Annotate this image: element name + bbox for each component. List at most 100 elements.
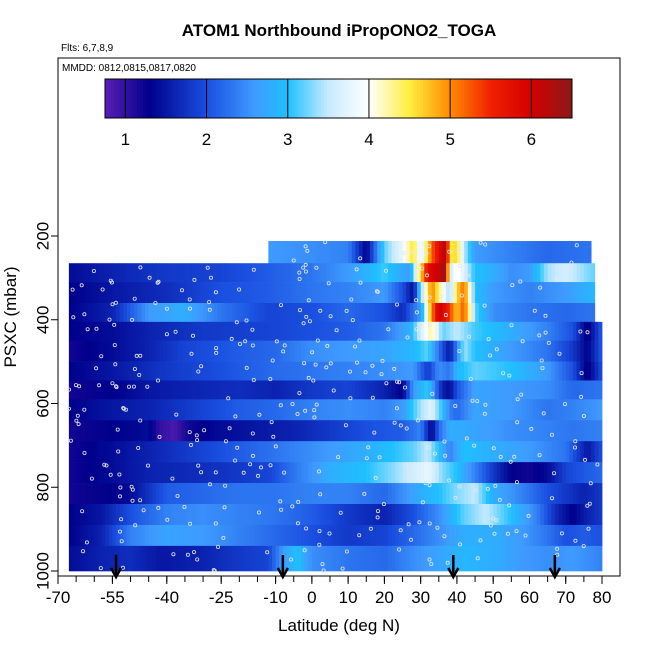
heatmap-cell (500, 380, 505, 400)
heatmap-cell (148, 321, 153, 341)
heatmap-cell (126, 340, 131, 362)
colorbar-swatch (134, 79, 138, 118)
heatmap-cell (431, 504, 436, 526)
heatmap-cell (79, 303, 84, 323)
heatmap-cell (87, 399, 92, 421)
heatmap-cell (525, 241, 530, 264)
heatmap-cell (340, 303, 345, 323)
heatmap-cell (300, 524, 306, 547)
heatmap-cell (261, 462, 266, 484)
observation-dot (482, 303, 487, 308)
heatmap-cell (388, 282, 393, 304)
heatmap-cell (152, 420, 157, 442)
heatmap-cell (116, 504, 121, 526)
heatmap-cell (351, 462, 356, 484)
observation-dot (114, 385, 119, 390)
heatmap-cell (268, 483, 273, 505)
heatmap-cell (79, 340, 84, 362)
observation-dot (383, 268, 388, 273)
heatmap-cell (344, 399, 349, 421)
heatmap-cell (166, 483, 171, 505)
heatmap-cell (467, 483, 472, 505)
heatmap-cell (68, 361, 73, 381)
heatmap-cell (337, 303, 342, 323)
heatmap-cell (83, 380, 88, 400)
observation-dot (443, 453, 448, 458)
colorbar-swatch (250, 79, 255, 118)
heatmap-cell (87, 504, 92, 526)
heatmap-cell (68, 462, 73, 484)
heatmap-cell (543, 483, 548, 505)
heatmap-cell (565, 441, 570, 463)
colorbar-swatch (516, 79, 520, 118)
heatmap-cell (326, 504, 331, 526)
heatmap-cell (155, 420, 160, 442)
colorbar-swatch (318, 79, 322, 118)
heatmap-cell (482, 420, 487, 442)
heatmap-cell (580, 462, 585, 484)
heatmap-cell (467, 545, 472, 572)
heatmap-cell (250, 420, 255, 442)
heatmap-cell (391, 545, 396, 572)
heatmap-cell (344, 504, 349, 526)
heatmap-cell (319, 361, 324, 381)
heatmap-cell (199, 504, 204, 526)
heatmap-cell (228, 504, 233, 526)
heatmap-cell (351, 321, 356, 341)
heatmap-cell (518, 462, 523, 484)
heatmap-cell (83, 483, 88, 505)
observation-dot (117, 472, 122, 477)
heatmap-cell (522, 340, 527, 362)
heatmap-cell (268, 399, 273, 421)
heatmap-cell (210, 524, 215, 547)
heatmap-cell (137, 441, 142, 463)
heatmap-cell (105, 441, 110, 463)
heatmap-cell (141, 282, 146, 304)
heatmap-cell (340, 504, 345, 526)
observation-dot (438, 294, 443, 299)
flights-note: Flts: 6,7,8,9 (61, 43, 114, 54)
heatmap-cell (271, 462, 276, 484)
heatmap-cell (257, 524, 262, 547)
colorbar-swatch (522, 79, 526, 118)
flight-marker-arrow (276, 555, 289, 580)
heatmap-cell (591, 399, 596, 421)
heatmap-cell (199, 340, 204, 362)
heatmap-cell (413, 524, 418, 547)
heatmap-cell (442, 282, 447, 304)
heatmap-cell (496, 420, 501, 442)
heatmap-cell (471, 263, 476, 283)
heatmap-cell (195, 263, 200, 283)
heatmap-cell (130, 380, 135, 400)
heatmap-cell (569, 524, 574, 547)
heatmap-cell (297, 420, 302, 442)
heatmap-cell (112, 420, 117, 442)
heatmap-cell (79, 483, 84, 505)
heatmap-cell (464, 545, 469, 572)
heatmap-cell (68, 545, 73, 572)
heatmap-cell (529, 399, 534, 421)
observation-dot (134, 353, 139, 358)
heatmap-cell (282, 380, 287, 400)
heatmap-cell (108, 380, 113, 400)
colorbar-swatch (420, 79, 424, 118)
heatmap-cell (591, 303, 596, 323)
heatmap-cell (362, 282, 367, 304)
heatmap-cell (398, 483, 403, 505)
heatmap-cell (90, 462, 95, 484)
heatmap-cell (311, 321, 316, 341)
heatmap-cell (159, 303, 164, 323)
heatmap-cell (293, 545, 298, 572)
observation-dot (453, 403, 458, 408)
observation-dot (82, 312, 87, 317)
heatmap-cell (453, 321, 458, 341)
heatmap-cell (398, 524, 403, 547)
heatmap-cell (583, 483, 588, 505)
heatmap-cell (181, 303, 186, 323)
heatmap-cell (384, 282, 389, 304)
heatmap-cell (97, 263, 102, 283)
colorbar-swatch (464, 79, 468, 118)
heatmap-cell (591, 441, 596, 463)
heatmap-cell (152, 263, 157, 283)
heatmap-cell (395, 420, 400, 442)
